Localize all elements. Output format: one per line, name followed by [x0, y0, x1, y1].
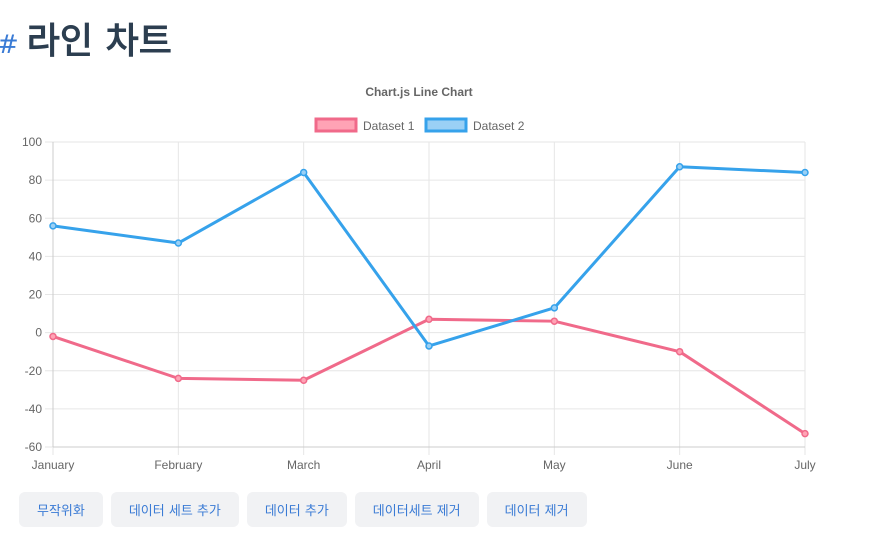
data-point[interactable]	[425, 315, 433, 324]
data-point[interactable]	[174, 239, 183, 247]
data-point[interactable]	[675, 347, 684, 356]
legend-item-2[interactable]: Dataset 2	[424, 117, 525, 133]
page-heading: # 라인 차트	[0, 12, 172, 64]
y-tick-label: -40	[25, 402, 43, 416]
data-point[interactable]	[675, 163, 684, 171]
data-point[interactable]	[801, 429, 809, 438]
y-tick-label: -60	[25, 440, 43, 454]
legend-swatch	[424, 117, 468, 133]
y-tick-label: 0	[35, 326, 42, 340]
x-tick-label: March	[287, 458, 320, 472]
data-point[interactable]	[49, 332, 57, 341]
legend-label: Dataset 2	[473, 119, 525, 133]
heading-anchor-link[interactable]: #	[0, 30, 19, 60]
data-point[interactable]	[49, 222, 57, 230]
data-point[interactable]	[425, 342, 433, 350]
y-tick-label: -20	[25, 364, 43, 378]
randomize-button[interactable]: 무작위화	[19, 492, 103, 527]
chart-title: Chart.js Line Chart	[365, 85, 472, 99]
legend-swatch	[314, 117, 358, 133]
chart-toolbar: 무작위화 데이터 세트 추가 데이터 추가 데이터세트 제거 데이터 제거	[19, 492, 587, 527]
y-tick-label: 60	[29, 211, 43, 225]
x-tick-label: April	[417, 458, 441, 472]
x-tick-label: February	[154, 458, 202, 472]
y-tick-label: 100	[22, 135, 42, 149]
add-dataset-button[interactable]: 데이터 세트 추가	[110, 492, 239, 527]
data-point[interactable]	[299, 376, 308, 385]
y-tick-label: 80	[29, 173, 43, 187]
data-point[interactable]	[550, 317, 559, 325]
y-tick-label: 40	[29, 249, 43, 263]
remove-dataset-button[interactable]: 데이터세트 제거	[354, 492, 479, 527]
page-title: 라인 차트	[26, 21, 172, 62]
data-point[interactable]	[801, 168, 809, 177]
legend-label: Dataset 1	[363, 119, 415, 133]
data-point[interactable]	[174, 374, 183, 383]
line-chart: Chart.js Line Chart Dataset 1 Dataset 2 100…	[22, 85, 816, 472]
x-tick-label: May	[543, 458, 566, 472]
data-point[interactable]	[550, 304, 559, 312]
remove-data-button[interactable]: 데이터 제거	[486, 492, 587, 527]
x-tick-label: July	[794, 458, 815, 472]
legend-item-1[interactable]: Dataset 1	[314, 117, 415, 133]
x-tick-label: January	[32, 458, 75, 472]
x-tick-label: June	[667, 458, 693, 472]
y-tick-label: 20	[29, 288, 43, 302]
data-point[interactable]	[299, 168, 308, 177]
add-data-button[interactable]: 데이터 추가	[246, 492, 347, 527]
